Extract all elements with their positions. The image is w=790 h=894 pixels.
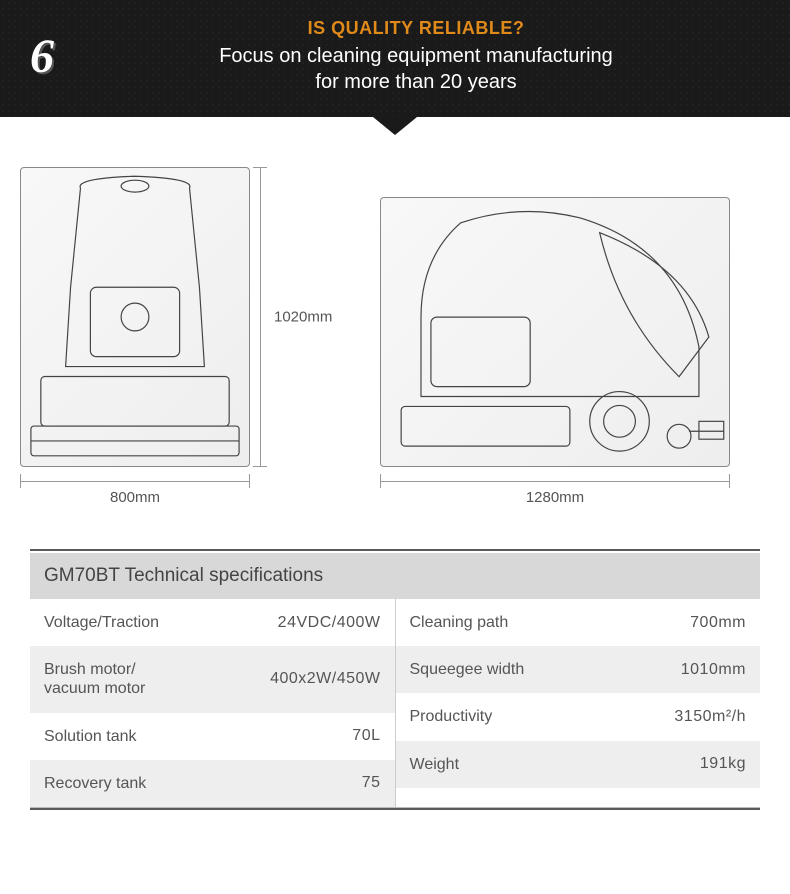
width-front-dimension: 800mm	[20, 477, 250, 499]
spec-value: 24VDC/400W	[251, 614, 381, 632]
table-row: Brush motor/ vacuum motor 400x2W/450W	[30, 646, 395, 712]
height-label: 1020mm	[274, 309, 332, 326]
spec-title: GM70BT Technical specifications	[30, 553, 760, 599]
spec-label: Squeegee width	[410, 660, 617, 679]
spec-label: Cleaning path	[410, 613, 617, 632]
front-view: 800mm	[20, 167, 250, 499]
front-view-group: 800mm 1020mm	[20, 167, 270, 499]
table-row: Squeegee width 1010mm	[396, 646, 761, 693]
front-drawing	[20, 167, 250, 467]
spec-value: 75	[251, 774, 381, 792]
table-row: Productivity 3150m²/h	[396, 693, 761, 740]
side-view: 1280mm	[380, 197, 730, 499]
header-title: IS QUALITY RELIABLE?	[72, 18, 760, 39]
spec-value: 191kg	[616, 755, 746, 773]
side-schematic-icon	[381, 198, 729, 466]
subtitle-line1: Focus on cleaning equipment manufacturin…	[219, 45, 613, 67]
spec-label: Recovery tank	[44, 774, 251, 793]
table-row: Weight 191kg	[396, 741, 761, 788]
spec-value: 3150m²/h	[616, 708, 746, 726]
side-drawing	[380, 197, 730, 467]
header-banner: 6 IS QUALITY RELIABLE? Focus on cleaning…	[0, 0, 790, 117]
spec-label: Brush motor/ vacuum motor	[44, 660, 251, 698]
spec-table: Voltage/Traction 24VDC/400W Brush motor/…	[30, 599, 760, 807]
chevron-down-icon	[373, 117, 417, 135]
width-side-dimension: 1280mm	[380, 477, 730, 499]
spec-value: 70L	[251, 727, 381, 745]
subtitle-line2: for more than 20 years	[315, 71, 516, 93]
header-subtitle: Focus on cleaning equipment manufacturin…	[72, 43, 760, 95]
spec-label: Productivity	[410, 707, 617, 726]
section-number: 6	[30, 33, 54, 81]
spec-label: Solution tank	[44, 727, 251, 746]
spec-value: 400x2W/450W	[251, 670, 381, 688]
table-row: Recovery tank 75	[30, 760, 395, 807]
side-view-group: 1280mm	[380, 197, 730, 499]
table-row: Cleaning path 700mm	[396, 599, 761, 646]
dimension-diagrams: 800mm 1020mm	[0, 117, 790, 519]
spec-value: 1010mm	[616, 661, 746, 679]
height-dimension: 1020mm	[256, 167, 270, 467]
header-text-block: IS QUALITY RELIABLE? Focus on cleaning e…	[72, 18, 760, 95]
spec-col-right: Cleaning path 700mm Squeegee width 1010m…	[396, 599, 761, 807]
spec-col-left: Voltage/Traction 24VDC/400W Brush motor/…	[30, 599, 396, 807]
table-row: Solution tank 70L	[30, 713, 395, 760]
table-row: Voltage/Traction 24VDC/400W	[30, 599, 395, 646]
spec-section: GM70BT Technical specifications Voltage/…	[0, 519, 790, 840]
spec-value: 700mm	[616, 614, 746, 632]
front-schematic-icon	[21, 168, 249, 466]
spec-label: Weight	[410, 755, 617, 774]
spec-label: Voltage/Traction	[44, 613, 251, 632]
